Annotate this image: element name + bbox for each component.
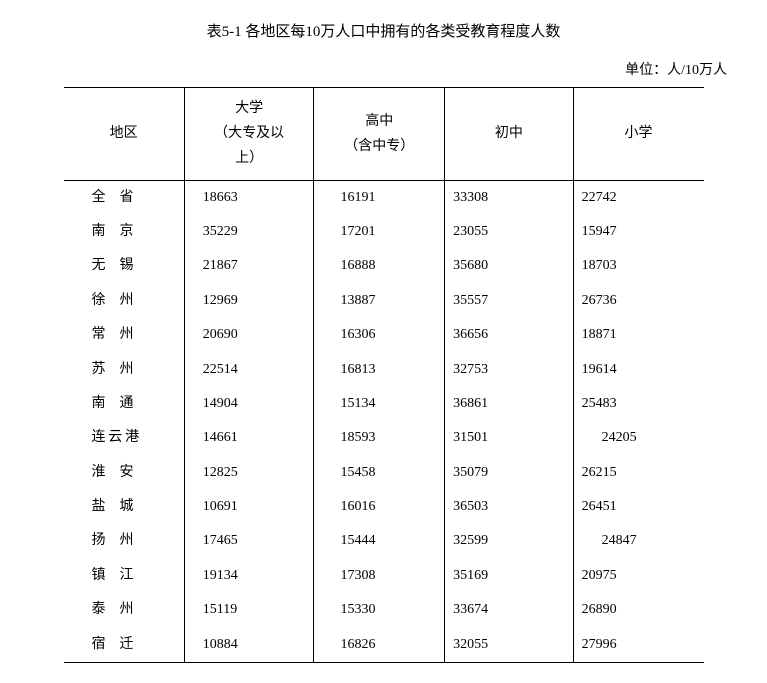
cell-region: 徐州 bbox=[64, 284, 185, 318]
table-row: 常州20690163063665618871 bbox=[64, 318, 704, 352]
cell-primaryschool: 24205 bbox=[573, 421, 703, 455]
cell-region: 常州 bbox=[64, 318, 185, 352]
cell-primaryschool: 27996 bbox=[573, 628, 703, 663]
table-row: 徐州12969138873555726736 bbox=[64, 284, 704, 318]
cell-middleschool: 31501 bbox=[445, 421, 573, 455]
cell-highschool: 16191 bbox=[314, 180, 445, 215]
table-row: 苏州22514168133275319614 bbox=[64, 353, 704, 387]
header-highschool-line2: （含中专） bbox=[344, 139, 414, 154]
cell-middleschool: 36656 bbox=[445, 318, 573, 352]
cell-highschool: 16888 bbox=[314, 249, 445, 283]
cell-university: 20690 bbox=[184, 318, 314, 352]
header-region: 地区 bbox=[64, 88, 185, 181]
cell-highschool: 16813 bbox=[314, 353, 445, 387]
cell-middleschool: 32753 bbox=[445, 353, 573, 387]
cell-middleschool: 35680 bbox=[445, 249, 573, 283]
cell-highschool: 13887 bbox=[314, 284, 445, 318]
cell-university: 14904 bbox=[184, 387, 314, 421]
cell-university: 10884 bbox=[184, 628, 314, 663]
cell-highschool: 16826 bbox=[314, 628, 445, 663]
table-row: 盐城10691160163650326451 bbox=[64, 490, 704, 524]
cell-region: 泰州 bbox=[64, 593, 185, 627]
header-middleschool: 初中 bbox=[445, 88, 573, 181]
table-title: 表5-1 各地区每10万人口中拥有的各类受教育程度人数 bbox=[30, 20, 737, 41]
cell-university: 17465 bbox=[184, 524, 314, 558]
cell-highschool: 15458 bbox=[314, 456, 445, 490]
cell-highschool: 16016 bbox=[314, 490, 445, 524]
cell-primaryschool: 25483 bbox=[573, 387, 703, 421]
cell-university: 12825 bbox=[184, 456, 314, 490]
cell-region: 扬州 bbox=[64, 524, 185, 558]
cell-region: 苏州 bbox=[64, 353, 185, 387]
cell-primaryschool: 19614 bbox=[573, 353, 703, 387]
table-row: 全省18663161913330822742 bbox=[64, 180, 704, 215]
cell-highschool: 17308 bbox=[314, 559, 445, 593]
cell-middleschool: 23055 bbox=[445, 215, 573, 249]
header-university: 大学 （大专及以 上） bbox=[184, 88, 314, 181]
cell-middleschool: 33308 bbox=[445, 180, 573, 215]
cell-middleschool: 33674 bbox=[445, 593, 573, 627]
cell-region: 无锡 bbox=[64, 249, 185, 283]
table-row: 扬州17465154443259924847 bbox=[64, 524, 704, 558]
cell-university: 10691 bbox=[184, 490, 314, 524]
cell-region: 盐城 bbox=[64, 490, 185, 524]
header-university-line2: （大专及以 bbox=[214, 126, 284, 141]
cell-primaryschool: 22742 bbox=[573, 180, 703, 215]
cell-university: 14661 bbox=[184, 421, 314, 455]
cell-university: 15119 bbox=[184, 593, 314, 627]
header-highschool-line1: 高中 bbox=[365, 114, 393, 129]
cell-highschool: 18593 bbox=[314, 421, 445, 455]
cell-middleschool: 32055 bbox=[445, 628, 573, 663]
cell-primaryschool: 15947 bbox=[573, 215, 703, 249]
table-row: 无锡21867168883568018703 bbox=[64, 249, 704, 283]
cell-highschool: 15330 bbox=[314, 593, 445, 627]
cell-primaryschool: 26890 bbox=[573, 593, 703, 627]
cell-primaryschool: 26451 bbox=[573, 490, 703, 524]
cell-region: 全省 bbox=[64, 180, 185, 215]
cell-region: 南通 bbox=[64, 387, 185, 421]
education-table: 地区 大学 （大专及以 上） 高中 （含中专） 初中 小学 全省18663161… bbox=[64, 87, 704, 663]
cell-region: 南京 bbox=[64, 215, 185, 249]
cell-middleschool: 35079 bbox=[445, 456, 573, 490]
table-row: 宿迁10884168263205527996 bbox=[64, 628, 704, 663]
table-row: 淮安12825154583507926215 bbox=[64, 456, 704, 490]
header-highschool: 高中 （含中专） bbox=[314, 88, 445, 181]
cell-university: 12969 bbox=[184, 284, 314, 318]
cell-region: 淮安 bbox=[64, 456, 185, 490]
cell-primaryschool: 24847 bbox=[573, 524, 703, 558]
cell-university: 21867 bbox=[184, 249, 314, 283]
cell-region: 连云港 bbox=[64, 421, 185, 455]
header-university-line3: 上） bbox=[235, 151, 263, 166]
cell-middleschool: 35169 bbox=[445, 559, 573, 593]
table-row: 南通14904151343686125483 bbox=[64, 387, 704, 421]
cell-primaryschool: 20975 bbox=[573, 559, 703, 593]
cell-middleschool: 32599 bbox=[445, 524, 573, 558]
cell-highschool: 15444 bbox=[314, 524, 445, 558]
cell-primaryschool: 26736 bbox=[573, 284, 703, 318]
cell-middleschool: 36861 bbox=[445, 387, 573, 421]
table-row: 泰州15119153303367426890 bbox=[64, 593, 704, 627]
cell-highschool: 16306 bbox=[314, 318, 445, 352]
table-header-row: 地区 大学 （大专及以 上） 高中 （含中专） 初中 小学 bbox=[64, 88, 704, 181]
table-row: 连云港14661185933150124205 bbox=[64, 421, 704, 455]
cell-highschool: 17201 bbox=[314, 215, 445, 249]
cell-region: 宿迁 bbox=[64, 628, 185, 663]
cell-university: 19134 bbox=[184, 559, 314, 593]
table-row: 南京35229172012305515947 bbox=[64, 215, 704, 249]
cell-university: 18663 bbox=[184, 180, 314, 215]
cell-middleschool: 35557 bbox=[445, 284, 573, 318]
cell-primaryschool: 18871 bbox=[573, 318, 703, 352]
header-university-line1: 大学 bbox=[235, 101, 263, 116]
cell-region: 镇江 bbox=[64, 559, 185, 593]
table-body: 全省18663161913330822742南京3522917201230551… bbox=[64, 180, 704, 662]
cell-university: 35229 bbox=[184, 215, 314, 249]
header-primaryschool: 小学 bbox=[573, 88, 703, 181]
cell-university: 22514 bbox=[184, 353, 314, 387]
cell-primaryschool: 26215 bbox=[573, 456, 703, 490]
cell-highschool: 15134 bbox=[314, 387, 445, 421]
cell-middleschool: 36503 bbox=[445, 490, 573, 524]
unit-label: 单位：人/10万人 bbox=[30, 59, 737, 79]
cell-primaryschool: 18703 bbox=[573, 249, 703, 283]
table-row: 镇江19134173083516920975 bbox=[64, 559, 704, 593]
